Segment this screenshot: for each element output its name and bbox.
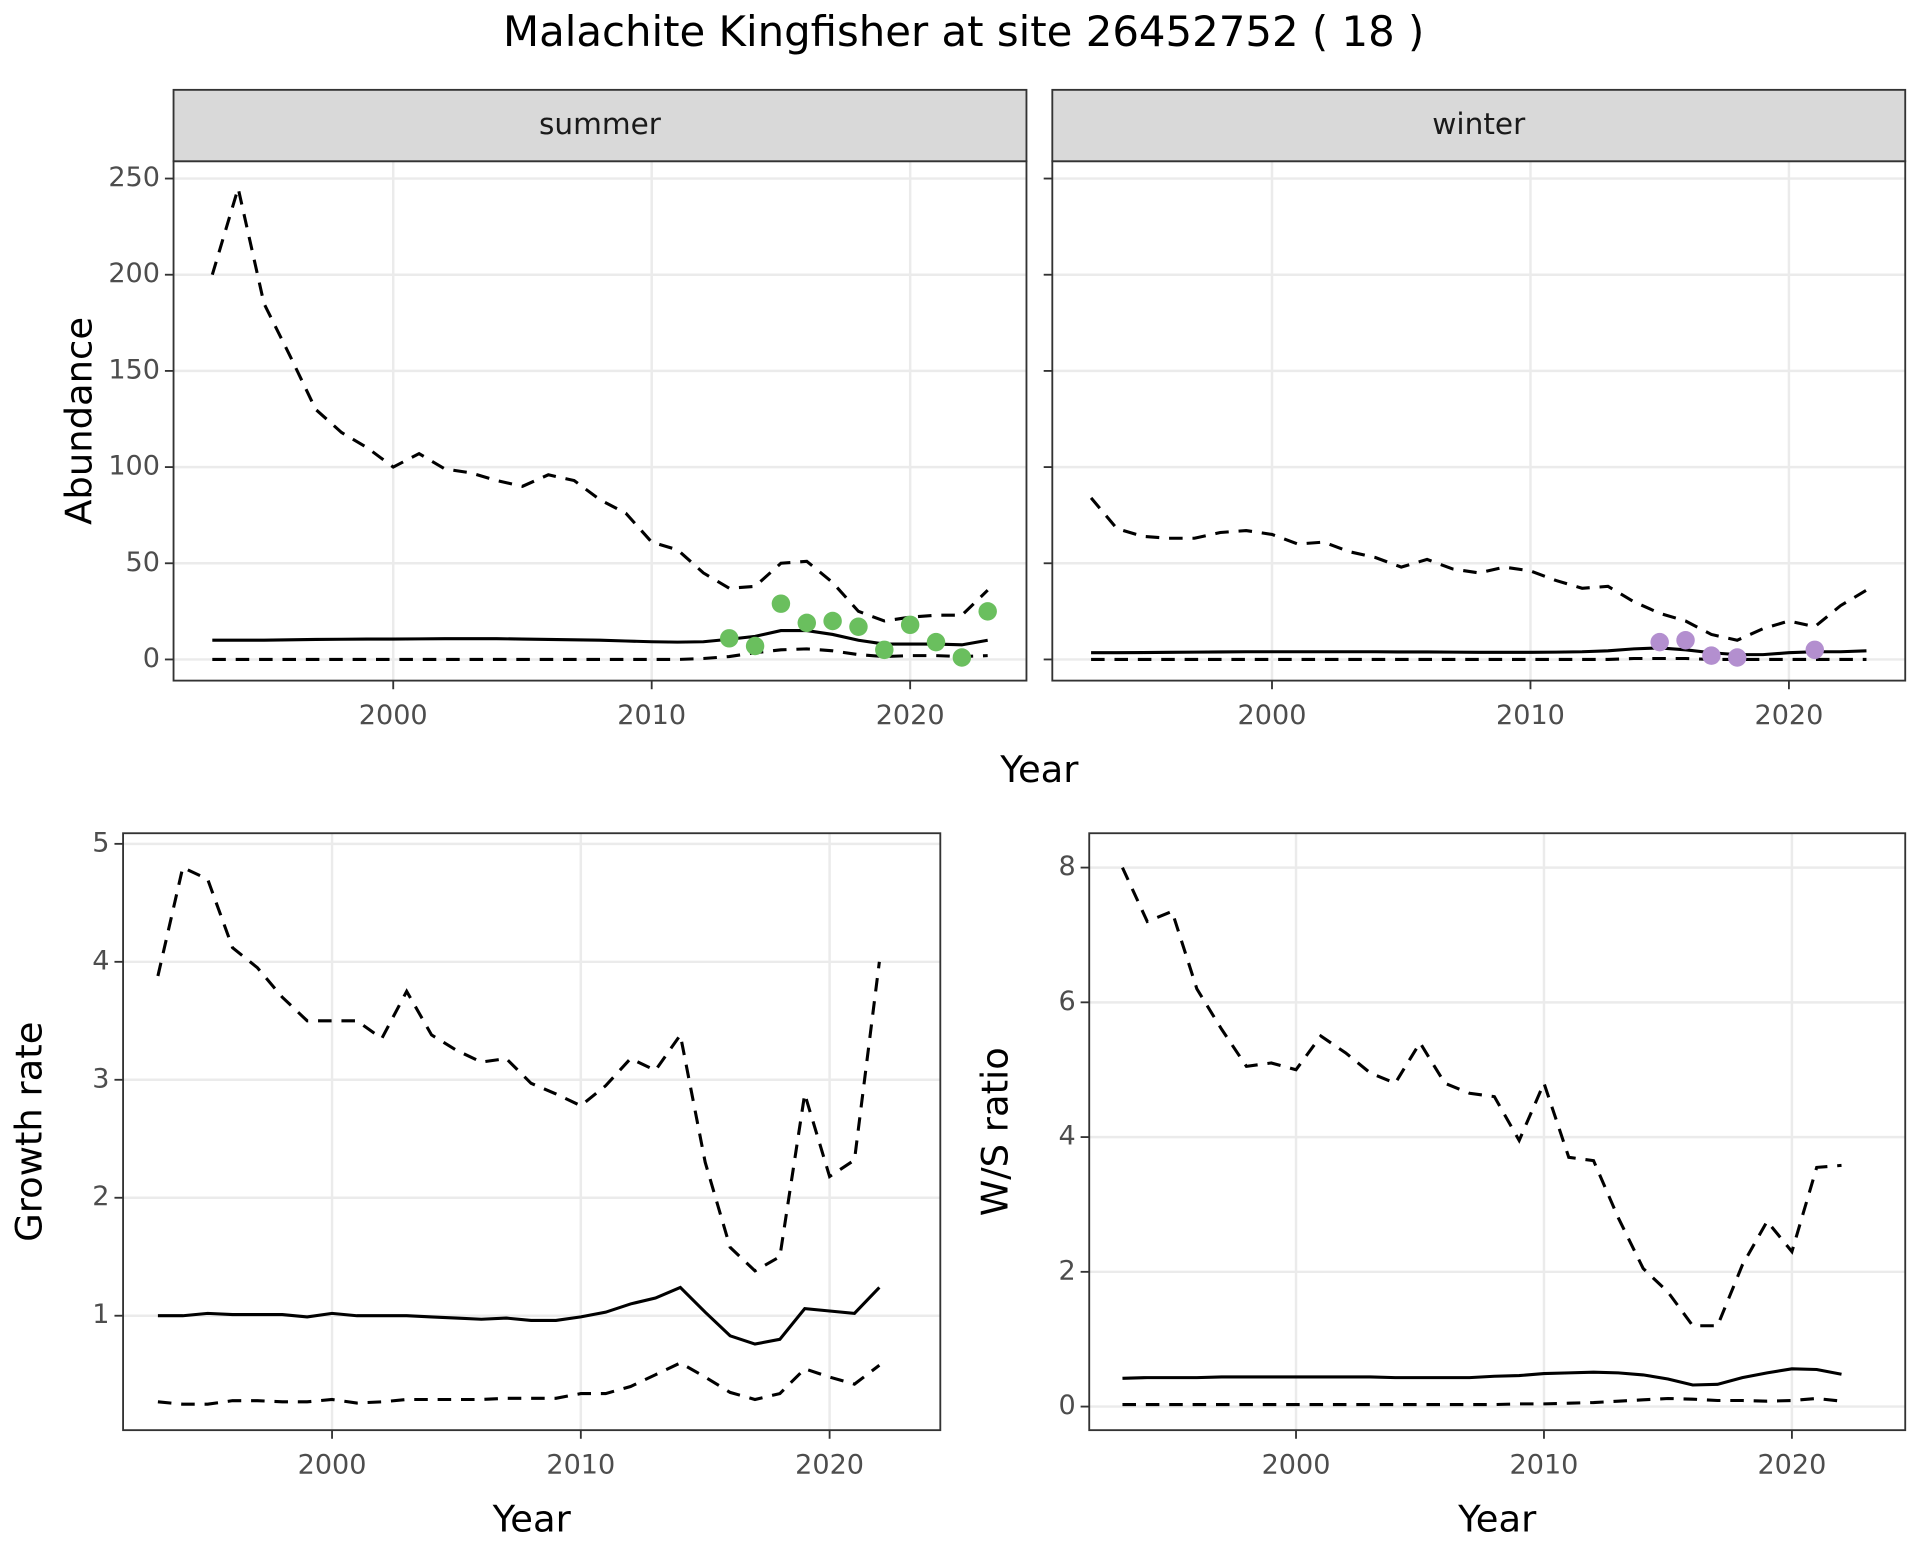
- facet-label: winter: [1432, 107, 1526, 141]
- x-tick-label: 2010: [1496, 700, 1565, 731]
- y-tick-label: 5: [92, 827, 109, 858]
- y-tick-label: 100: [108, 451, 160, 482]
- panel-background: [1052, 161, 1906, 681]
- data-point: [1805, 640, 1824, 660]
- series-line: [157, 1361, 881, 1406]
- x-tick-label: 2000: [359, 700, 428, 731]
- x-tick-label: 2010: [546, 1449, 615, 1480]
- data-point: [900, 615, 920, 635]
- series-line: [212, 629, 988, 647]
- data-point: [745, 636, 765, 656]
- facet-label: summer: [539, 107, 662, 141]
- panel-border: [1088, 832, 1907, 1432]
- data-point: [1728, 648, 1747, 667]
- data-point: [771, 594, 791, 613]
- panel-border: [122, 832, 942, 1432]
- data-point: [1650, 632, 1669, 652]
- x-tick-label: 2020: [795, 1449, 864, 1480]
- y-tick-label: 200: [108, 258, 160, 289]
- y-tick-label: 1: [92, 1299, 109, 1330]
- figure-title: Malachite Kingfisher at site 26452752 ( …: [503, 7, 1424, 56]
- data-point: [849, 617, 868, 636]
- panel-background: [123, 833, 941, 1431]
- series-line: [212, 647, 988, 661]
- y-tick-label: 0: [143, 643, 160, 674]
- y-tick-label: 6: [1058, 986, 1075, 1017]
- series-line: [1091, 656, 1867, 661]
- facet-strip: [172, 88, 1028, 163]
- y-tick-label: 150: [108, 354, 160, 385]
- x-tick-label: 2000: [1262, 1449, 1331, 1480]
- y-tick-label: 250: [108, 162, 160, 193]
- data-point: [978, 602, 997, 621]
- data-point: [875, 640, 894, 660]
- x-tick-label: 2010: [1510, 1449, 1579, 1480]
- y-tick-label: 4: [1058, 1121, 1075, 1152]
- facet-strip: [1051, 88, 1907, 163]
- series-line: [1122, 1396, 1842, 1407]
- series-line: [1089, 496, 1868, 642]
- series-line: [1122, 1367, 1842, 1387]
- x-tick-label: 2000: [298, 1449, 367, 1480]
- x-axis-label: Year: [1457, 1498, 1537, 1541]
- y-tick-label: 2: [1058, 1255, 1075, 1286]
- data-point: [926, 632, 946, 652]
- y-axis-label: W/S ratio: [973, 1047, 1016, 1216]
- data-point: [823, 611, 842, 631]
- y-tick-label: 50: [126, 547, 160, 578]
- x-tick-label: 2010: [617, 700, 686, 731]
- data-point: [952, 648, 972, 667]
- data-point: [797, 613, 816, 633]
- series-line: [157, 1285, 881, 1346]
- y-axis-label: Abundance: [58, 317, 101, 525]
- y-tick-label: 4: [92, 945, 109, 976]
- series-line: [210, 182, 989, 623]
- y-tick-label: 8: [1058, 851, 1075, 882]
- x-tick-label: 2020: [876, 700, 945, 731]
- x-tick-label: 2020: [1757, 1449, 1826, 1480]
- series-line: [1121, 866, 1842, 1328]
- panel-background: [173, 161, 1027, 681]
- data-point: [720, 629, 739, 648]
- y-axis-label: Growth rate: [7, 1022, 50, 1242]
- x-tick-label: 2000: [1238, 700, 1307, 731]
- data-point: [1676, 630, 1695, 650]
- y-tick-label: 0: [1058, 1390, 1075, 1421]
- x-tick-label: 2020: [1754, 700, 1823, 731]
- y-tick-label: 3: [92, 1063, 109, 1094]
- x-axis-label: Year: [492, 1498, 572, 1541]
- panel-background: [1089, 833, 1906, 1431]
- data-point: [1702, 646, 1721, 665]
- y-tick-label: 2: [92, 1181, 109, 1212]
- x-axis-label: Year: [999, 748, 1079, 791]
